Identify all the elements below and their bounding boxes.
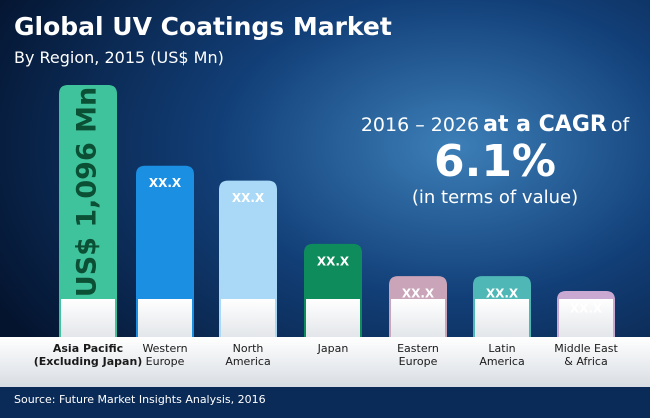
category-label: Western Europe <box>142 342 188 368</box>
bar <box>136 165 194 337</box>
cagr-value: 6.1% <box>433 136 557 187</box>
cagr-period: 2016 – 2026 <box>360 114 480 136</box>
label-band <box>0 337 650 387</box>
value-label: XX.X <box>486 287 519 301</box>
bar-base <box>306 299 360 337</box>
value-label: XX.X <box>317 254 350 268</box>
value-label: XX.X <box>570 302 603 316</box>
cagr-note: (in terms of value) <box>411 187 579 208</box>
chart-subtitle: By Region, 2015 (US$ Mn) <box>14 48 224 67</box>
category-label: Latin America <box>479 342 525 368</box>
cagr-suffix: of <box>610 114 630 136</box>
category-label: Asia Pacific (Excluding Japan) <box>33 342 143 368</box>
value-label: US$ 1,096 Mn <box>72 87 103 297</box>
cagr-emphasis: at a CAGR <box>483 112 607 137</box>
chart-title: Global UV Coatings Market <box>14 12 392 41</box>
bar-base <box>61 299 115 337</box>
bar-base <box>475 299 529 337</box>
category-label: North America <box>225 342 271 368</box>
bar-base <box>391 299 445 337</box>
bar <box>219 180 277 337</box>
cagr-callout: 2016 – 2026 at a CAGR of 6.1% (in terms of… <box>360 112 630 208</box>
source-band <box>0 387 650 418</box>
value-label: XX.X <box>402 287 435 301</box>
category-label: Eastern Europe <box>397 342 439 368</box>
bar-base <box>138 299 192 337</box>
value-label: XX.X <box>149 176 182 190</box>
bar <box>59 85 117 337</box>
category-label: Middle East & Africa <box>554 342 618 368</box>
bar-base <box>221 299 275 337</box>
bar-base <box>559 299 613 337</box>
value-label: XX.X <box>232 191 265 205</box>
category-label: Japan <box>317 342 349 355</box>
source: Source: Future Market Insights Analysis,… <box>14 393 266 406</box>
